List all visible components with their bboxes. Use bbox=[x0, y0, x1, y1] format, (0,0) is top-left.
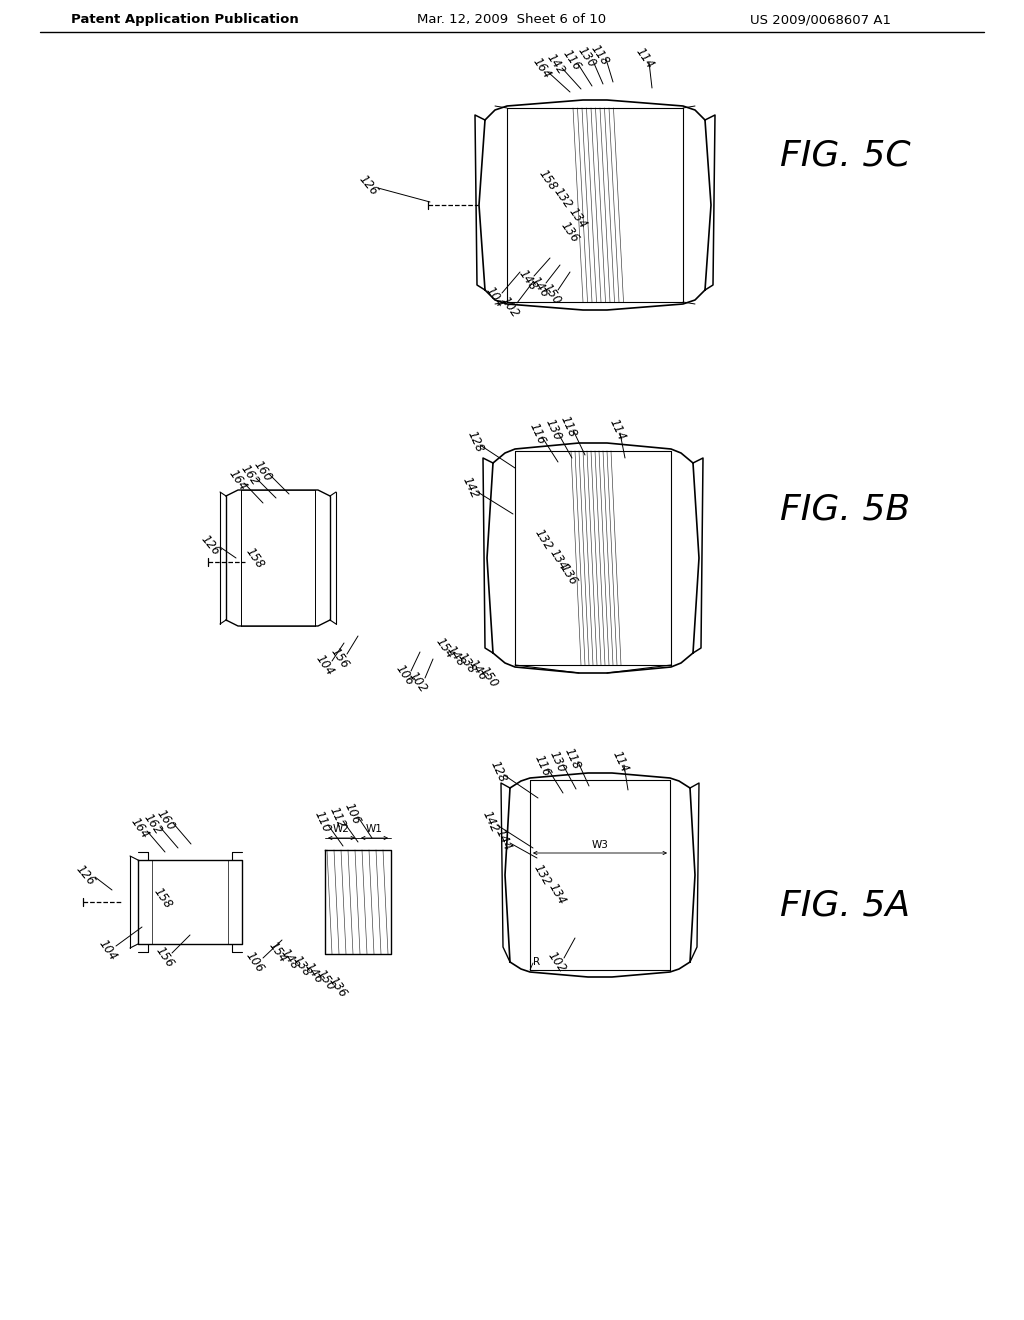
Text: 158: 158 bbox=[244, 545, 267, 572]
Text: 134: 134 bbox=[547, 546, 569, 573]
Text: 138: 138 bbox=[290, 953, 313, 979]
Text: 128: 128 bbox=[487, 759, 509, 785]
Text: 136: 136 bbox=[556, 562, 580, 587]
Text: 160: 160 bbox=[155, 807, 178, 833]
Text: 154: 154 bbox=[433, 635, 457, 661]
Text: 144: 144 bbox=[493, 828, 514, 853]
Text: 102: 102 bbox=[545, 949, 568, 975]
Text: 146: 146 bbox=[302, 960, 326, 986]
Text: 134: 134 bbox=[566, 205, 590, 231]
Text: 102: 102 bbox=[499, 294, 522, 319]
Text: 158: 158 bbox=[152, 884, 175, 911]
Text: 130: 130 bbox=[547, 748, 567, 775]
Text: 116: 116 bbox=[526, 421, 548, 447]
Text: 104: 104 bbox=[96, 937, 120, 964]
Text: 146: 146 bbox=[528, 275, 552, 300]
Text: Mar. 12, 2009  Sheet 6 of 10: Mar. 12, 2009 Sheet 6 of 10 bbox=[418, 13, 606, 26]
Text: 126: 126 bbox=[355, 172, 380, 198]
Text: 138: 138 bbox=[456, 649, 479, 676]
Text: 126: 126 bbox=[198, 532, 222, 558]
Text: 104: 104 bbox=[483, 284, 507, 310]
Text: 114: 114 bbox=[633, 45, 656, 71]
Text: 112: 112 bbox=[327, 805, 347, 832]
Text: FIG. 5C: FIG. 5C bbox=[779, 139, 910, 172]
Text: 106: 106 bbox=[341, 801, 362, 826]
Text: 142: 142 bbox=[479, 809, 501, 836]
Text: 162: 162 bbox=[141, 810, 165, 837]
Text: 134: 134 bbox=[546, 880, 568, 907]
Text: Patent Application Publication: Patent Application Publication bbox=[71, 13, 299, 26]
Text: 130: 130 bbox=[543, 417, 563, 444]
Text: W3: W3 bbox=[592, 840, 608, 850]
Text: 136: 136 bbox=[558, 219, 582, 246]
Text: 160: 160 bbox=[251, 458, 274, 484]
Text: 162: 162 bbox=[239, 462, 262, 488]
Text: 106: 106 bbox=[393, 663, 417, 688]
Text: 126: 126 bbox=[73, 862, 97, 888]
Text: 148: 148 bbox=[516, 267, 540, 293]
Text: 118: 118 bbox=[557, 414, 579, 440]
Text: 116: 116 bbox=[531, 752, 553, 779]
Text: W1: W1 bbox=[366, 824, 383, 834]
Text: 164: 164 bbox=[530, 55, 554, 81]
Text: 114: 114 bbox=[606, 417, 628, 444]
Text: 110: 110 bbox=[311, 809, 333, 836]
Text: 104: 104 bbox=[313, 652, 337, 678]
Text: R: R bbox=[534, 957, 541, 968]
Text: 150: 150 bbox=[541, 281, 564, 308]
Text: 116: 116 bbox=[560, 48, 584, 73]
Text: 164: 164 bbox=[128, 814, 152, 841]
Text: 118: 118 bbox=[561, 746, 583, 772]
Text: 164: 164 bbox=[226, 467, 250, 492]
Text: 118: 118 bbox=[588, 42, 611, 67]
Text: 102: 102 bbox=[407, 669, 430, 694]
Text: 106: 106 bbox=[244, 949, 267, 975]
Text: 148: 148 bbox=[444, 643, 468, 669]
Text: 142: 142 bbox=[544, 51, 567, 77]
Text: 136: 136 bbox=[327, 974, 350, 1001]
Text: FIG. 5A: FIG. 5A bbox=[780, 888, 910, 921]
Text: 146: 146 bbox=[466, 657, 489, 682]
Text: 156: 156 bbox=[329, 645, 352, 671]
Text: US 2009/0068607 A1: US 2009/0068607 A1 bbox=[750, 13, 891, 26]
Text: 156: 156 bbox=[154, 944, 177, 970]
Text: 114: 114 bbox=[609, 748, 631, 775]
Text: W2: W2 bbox=[333, 824, 350, 834]
Text: FIG. 5B: FIG. 5B bbox=[780, 492, 910, 527]
Text: 128: 128 bbox=[464, 429, 485, 455]
Text: 130: 130 bbox=[575, 44, 599, 70]
Text: 158: 158 bbox=[537, 168, 560, 193]
Text: 150: 150 bbox=[477, 664, 501, 690]
Text: 132: 132 bbox=[551, 185, 574, 211]
Text: 150: 150 bbox=[314, 968, 338, 993]
Text: 132: 132 bbox=[531, 527, 554, 553]
Text: 142: 142 bbox=[460, 475, 480, 502]
Text: 154: 154 bbox=[266, 939, 290, 965]
Text: 148: 148 bbox=[279, 946, 302, 972]
Text: 132: 132 bbox=[530, 862, 553, 888]
